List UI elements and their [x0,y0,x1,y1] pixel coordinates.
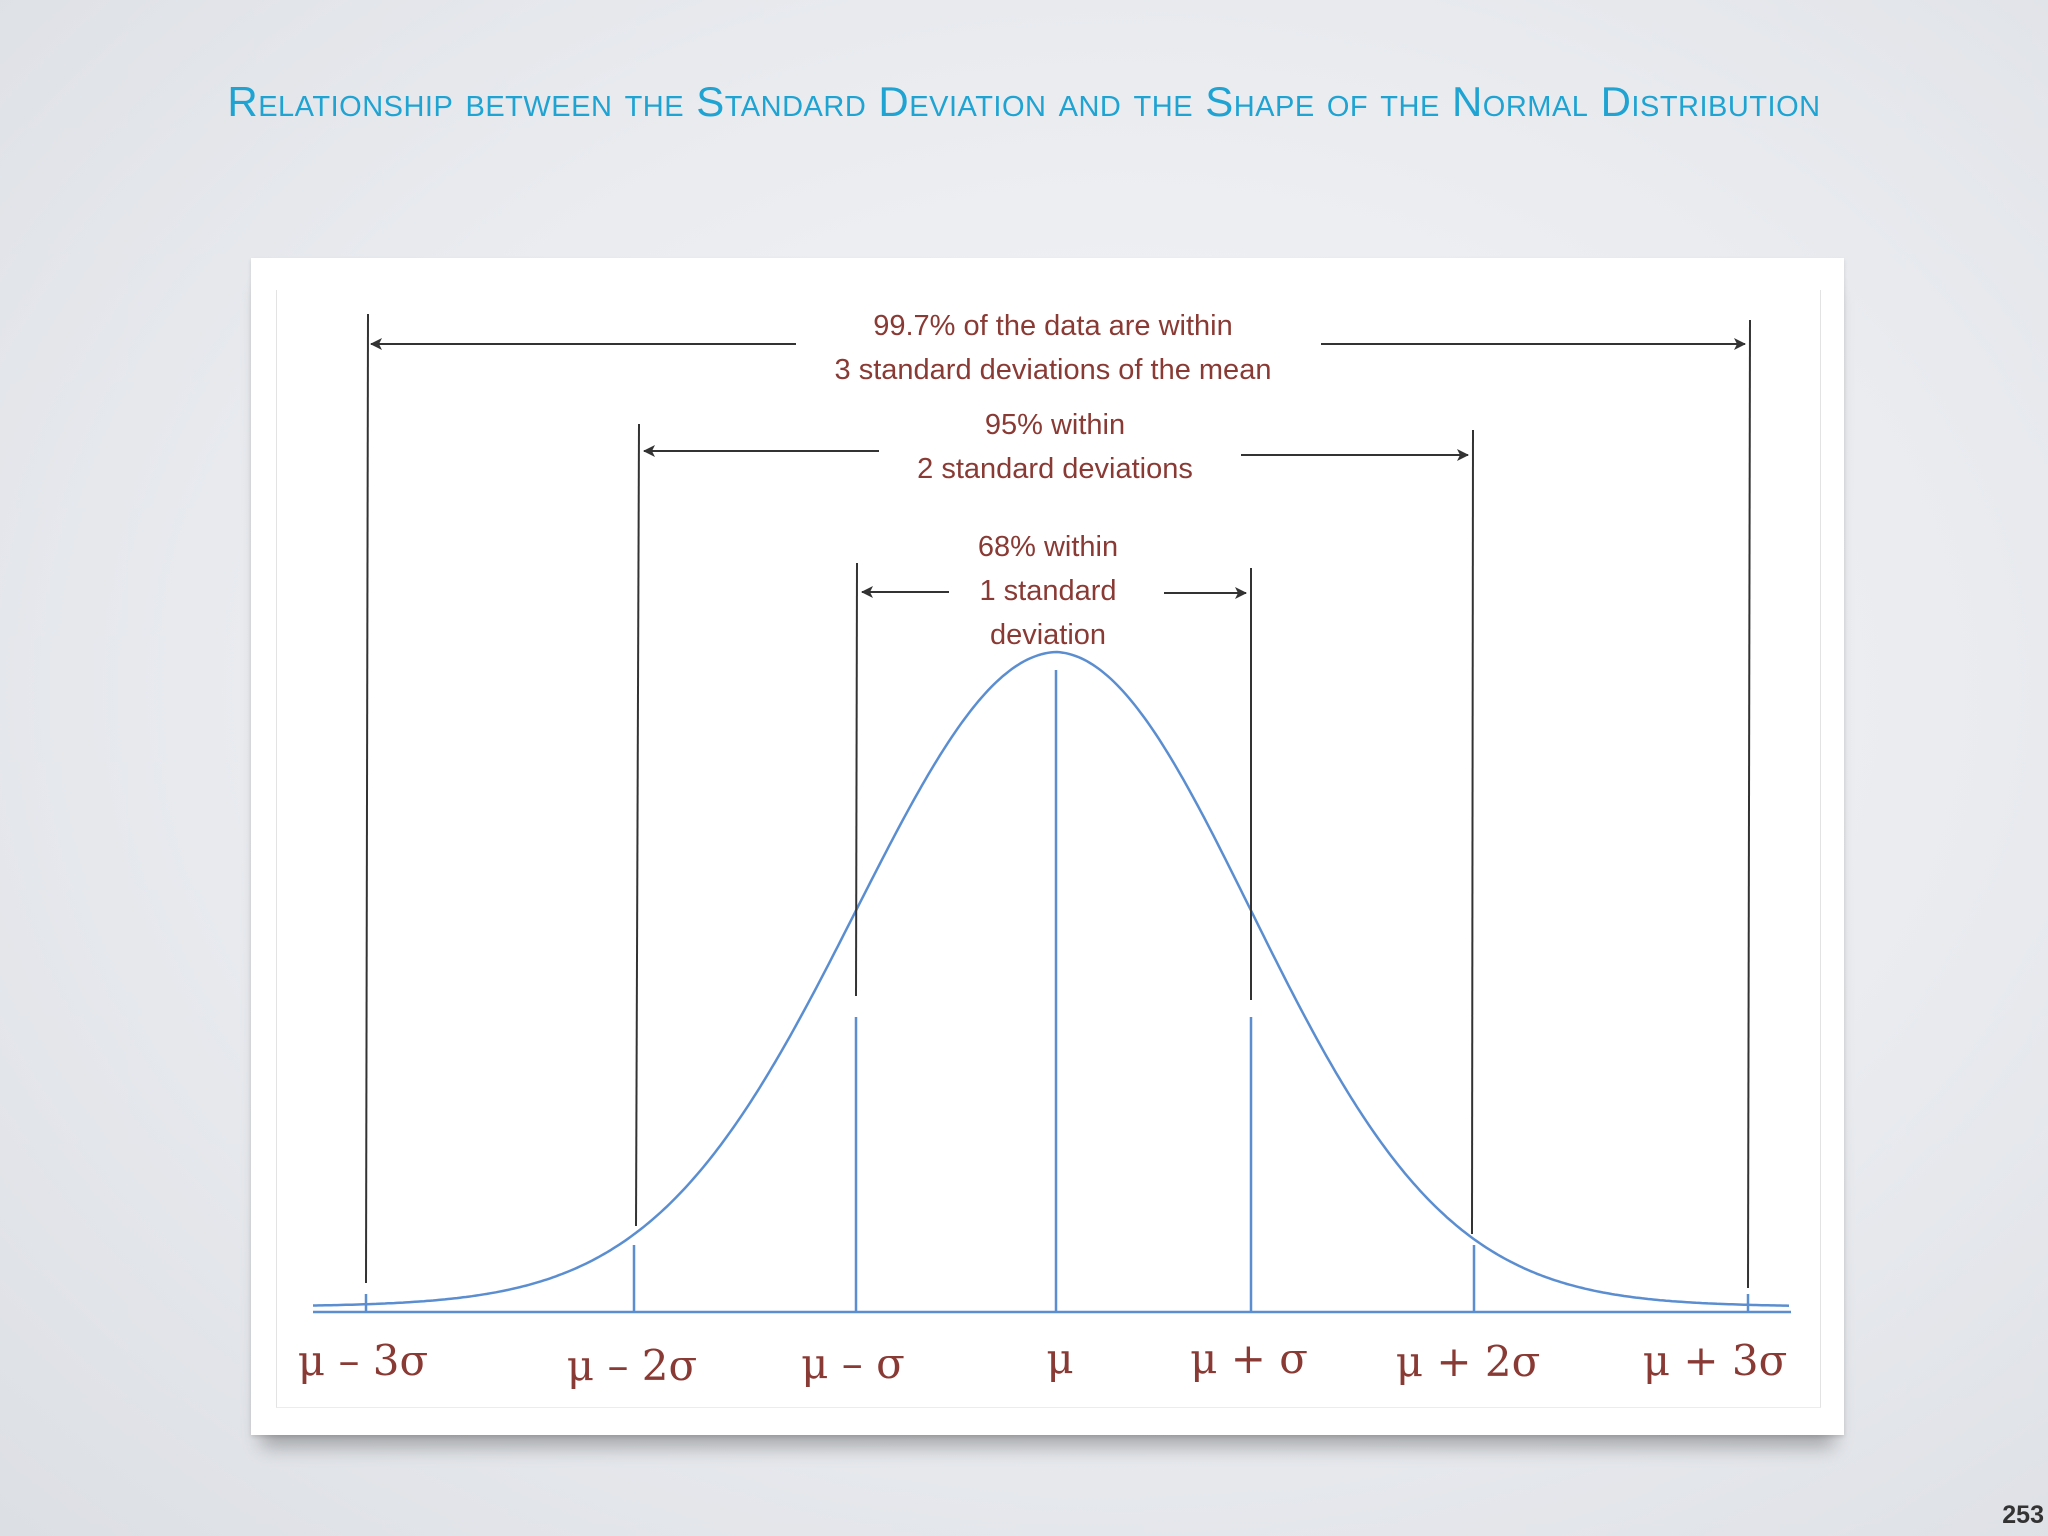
tick-label-minus-2sigma: μ – 2σ [567,1341,697,1390]
annotation-2sd-line1: 95% within [985,409,1125,441]
bracket-line-minus-1sigma [855,562,858,997]
bell-curve [313,650,1790,1307]
bracket-line-minus-3sigma [365,313,369,1284]
annotation-1sd-line1: 68% within [978,531,1118,563]
slide-title: Relationship between the Standard Deviat… [227,78,1821,125]
annotation-3sd-line1: 99.7% of the data are within [873,310,1233,342]
annotation-1sd-line2: 1 standard [979,575,1116,607]
annotation-3sd-line2: 3 standard deviations of the mean [835,354,1272,386]
tick-label-plus-1sigma: μ + σ [1190,1334,1308,1383]
bracket-line-minus-2sigma [635,423,640,1227]
bracket-line-plus-2sigma [1471,429,1474,1235]
annotation-2sd-line2: 2 standard deviations [917,453,1193,485]
figure-card: 99.7% of the data are within 3 standard … [251,258,1844,1435]
page-number: 253 [2002,1501,2044,1529]
tick-label-plus-3sigma: μ + 3σ [1643,1336,1788,1385]
tick-label-plus-2sigma: μ + 2σ [1396,1337,1541,1386]
tick-label-minus-3sigma: μ – 3σ [298,1336,428,1385]
tick-label-mean: μ [1046,1334,1073,1383]
tick-label-minus-1sigma: μ – σ [801,1339,905,1388]
annotation-1sd-line3: deviation [990,619,1106,651]
bracket-line-plus-3sigma [1747,319,1751,1289]
figure-frame [276,290,1821,1408]
normal-distribution-diagram: 99.7% of the data are within 3 standard … [298,310,1791,1390]
